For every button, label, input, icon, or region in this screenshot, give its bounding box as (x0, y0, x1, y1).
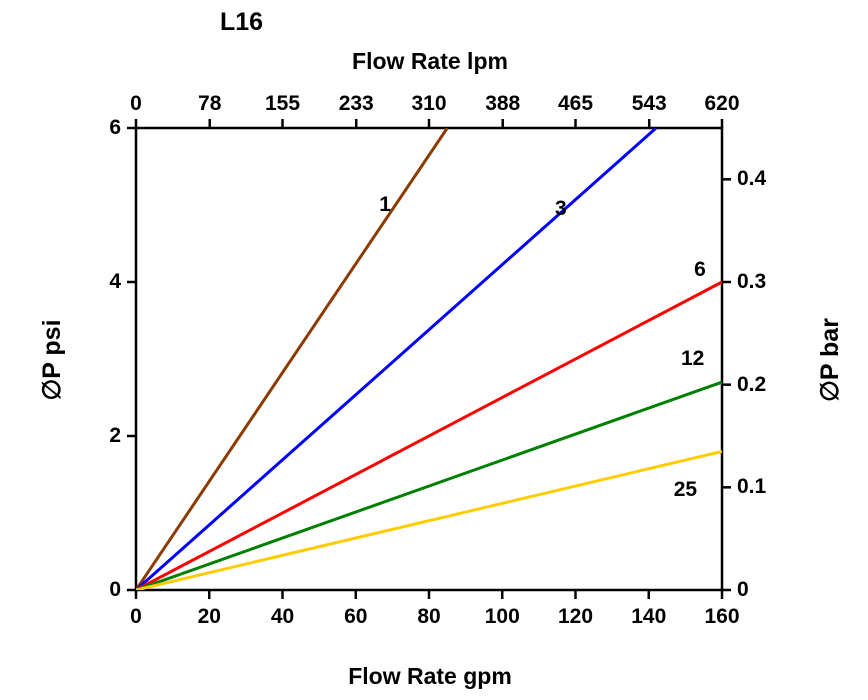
tick-x-top: 465 (558, 92, 593, 116)
series-label: 6 (694, 258, 706, 282)
series-label: 25 (674, 478, 697, 502)
tick-y-right: 0.3 (737, 270, 766, 294)
tick-y-right: 0.4 (737, 167, 766, 191)
series-line (136, 382, 722, 590)
tick-x-bottom: 160 (704, 605, 739, 629)
tick-x-top: 78 (198, 92, 221, 116)
tick-x-bottom: 120 (558, 605, 593, 629)
tick-x-top: 233 (339, 92, 374, 116)
tick-x-bottom: 40 (271, 605, 294, 629)
tick-x-top: 0 (130, 92, 142, 116)
tick-y-left: 2 (109, 424, 121, 448)
tick-x-top: 310 (411, 92, 446, 116)
tick-y-left: 6 (109, 116, 121, 140)
chart-container: L16 Flow Rate lpm Flow Rate gpm ∅P psi ∅… (0, 0, 868, 700)
tick-x-bottom: 60 (344, 605, 367, 629)
series-label: 3 (555, 197, 567, 221)
tick-y-right: 0 (737, 578, 749, 602)
tick-y-right: 0.1 (737, 475, 766, 499)
tick-y-left: 4 (109, 270, 121, 294)
series-label: 1 (379, 193, 391, 217)
tick-x-top: 388 (485, 92, 520, 116)
tick-y-right: 0.2 (737, 373, 766, 397)
series-line (136, 451, 722, 590)
tick-x-top: 155 (265, 92, 300, 116)
tick-x-bottom: 140 (631, 605, 666, 629)
tick-x-top: 543 (632, 92, 667, 116)
tick-x-top: 620 (704, 92, 739, 116)
series-label: 12 (681, 347, 704, 371)
tick-x-bottom: 0 (130, 605, 142, 629)
tick-x-bottom: 100 (485, 605, 520, 629)
tick-x-bottom: 80 (417, 605, 440, 629)
tick-x-bottom: 20 (198, 605, 221, 629)
tick-y-left: 0 (109, 578, 121, 602)
series-line (136, 128, 447, 590)
